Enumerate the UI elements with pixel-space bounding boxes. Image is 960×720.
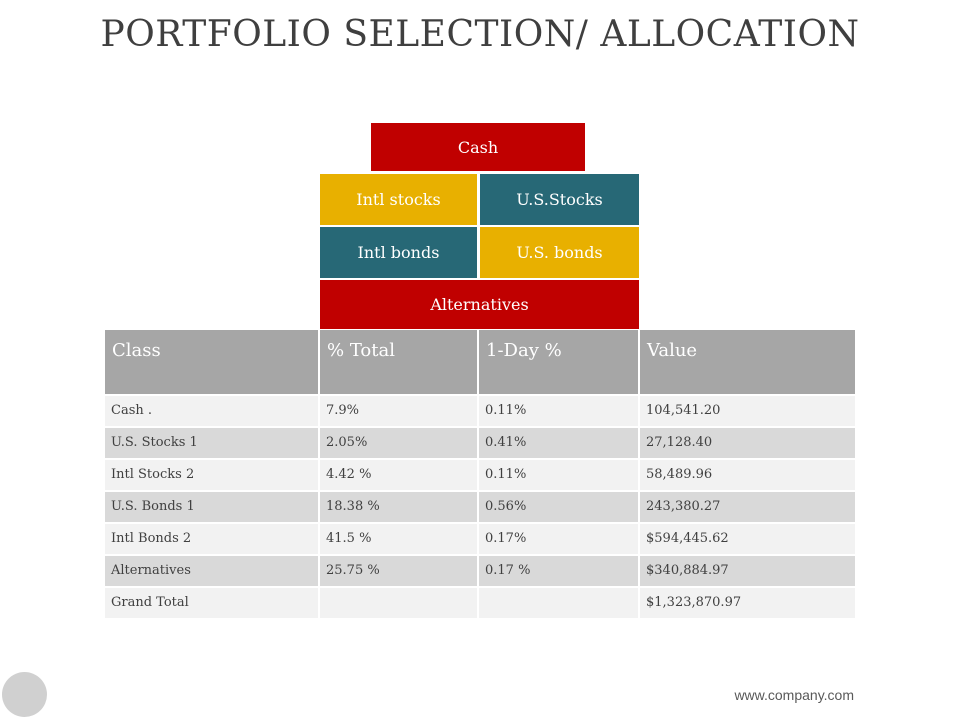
header-percent-total: % Total (320, 330, 479, 394)
cell-class: U.S. Stocks 1 (105, 428, 320, 458)
block-cash: Cash (371, 123, 585, 171)
cell-class: Intl Stocks 2 (105, 460, 320, 490)
table-row: U.S. Stocks 1 2.05% 0.41% 27,128.40 (105, 428, 855, 458)
table-header-row: Class % Total 1-Day % Value (105, 330, 855, 394)
cell-percent-total: 2.05% (320, 428, 479, 458)
header-class: Class (105, 330, 320, 394)
cell-value: 104,541.20 (640, 396, 855, 426)
cell-percent-total: 25.75 % (320, 556, 479, 586)
table-row: Alternatives 25.75 % 0.17 % $340,884.97 (105, 556, 855, 586)
header-one-day-percent: 1-Day % (479, 330, 640, 394)
cell-value: $1,323,870.97 (640, 588, 855, 618)
cell-percent-total: 41.5 % (320, 524, 479, 554)
table-row-grand-total: Grand Total $1,323,870.97 (105, 588, 855, 618)
cell-one-day-percent (479, 588, 640, 618)
cell-percent-total: 4.42 % (320, 460, 479, 490)
cell-one-day-percent: 0.41% (479, 428, 640, 458)
cell-value: 27,128.40 (640, 428, 855, 458)
table-row: Cash . 7.9% 0.11% 104,541.20 (105, 396, 855, 426)
allocation-table: Class % Total 1-Day % Value Cash . 7.9% … (105, 330, 855, 618)
page-title: PORTFOLIO SELECTION/ ALLOCATION (100, 14, 860, 55)
block-intl-stocks: Intl stocks (320, 174, 477, 225)
cell-one-day-percent: 0.11% (479, 396, 640, 426)
block-alternatives: Alternatives (320, 280, 639, 329)
cell-value: $594,445.62 (640, 524, 855, 554)
block-us-stocks: U.S.Stocks (480, 174, 639, 225)
cell-percent-total: 7.9% (320, 396, 479, 426)
cell-class: Alternatives (105, 556, 320, 586)
cell-one-day-percent: 0.17 % (479, 556, 640, 586)
decorative-circle (2, 672, 47, 717)
cell-value: $340,884.97 (640, 556, 855, 586)
cell-one-day-percent: 0.11% (479, 460, 640, 490)
cell-value: 243,380.27 (640, 492, 855, 522)
header-value: Value (640, 330, 855, 394)
footer-website: www.company.com (734, 687, 854, 703)
cell-value: 58,489.96 (640, 460, 855, 490)
cell-percent-total (320, 588, 479, 618)
cell-one-day-percent: 0.17% (479, 524, 640, 554)
block-intl-bonds: Intl bonds (320, 227, 477, 278)
table-row: U.S. Bonds 1 18.38 % 0.56% 243,380.27 (105, 492, 855, 522)
cell-class: Cash . (105, 396, 320, 426)
block-us-bonds: U.S. bonds (480, 227, 639, 278)
cell-one-day-percent: 0.56% (479, 492, 640, 522)
cell-class: Grand Total (105, 588, 320, 618)
table-row: Intl Stocks 2 4.42 % 0.11% 58,489.96 (105, 460, 855, 490)
table-body: Cash . 7.9% 0.11% 104,541.20 U.S. Stocks… (105, 396, 855, 618)
cell-percent-total: 18.38 % (320, 492, 479, 522)
table-row: Intl Bonds 2 41.5 % 0.17% $594,445.62 (105, 524, 855, 554)
cell-class: Intl Bonds 2 (105, 524, 320, 554)
cell-class: U.S. Bonds 1 (105, 492, 320, 522)
